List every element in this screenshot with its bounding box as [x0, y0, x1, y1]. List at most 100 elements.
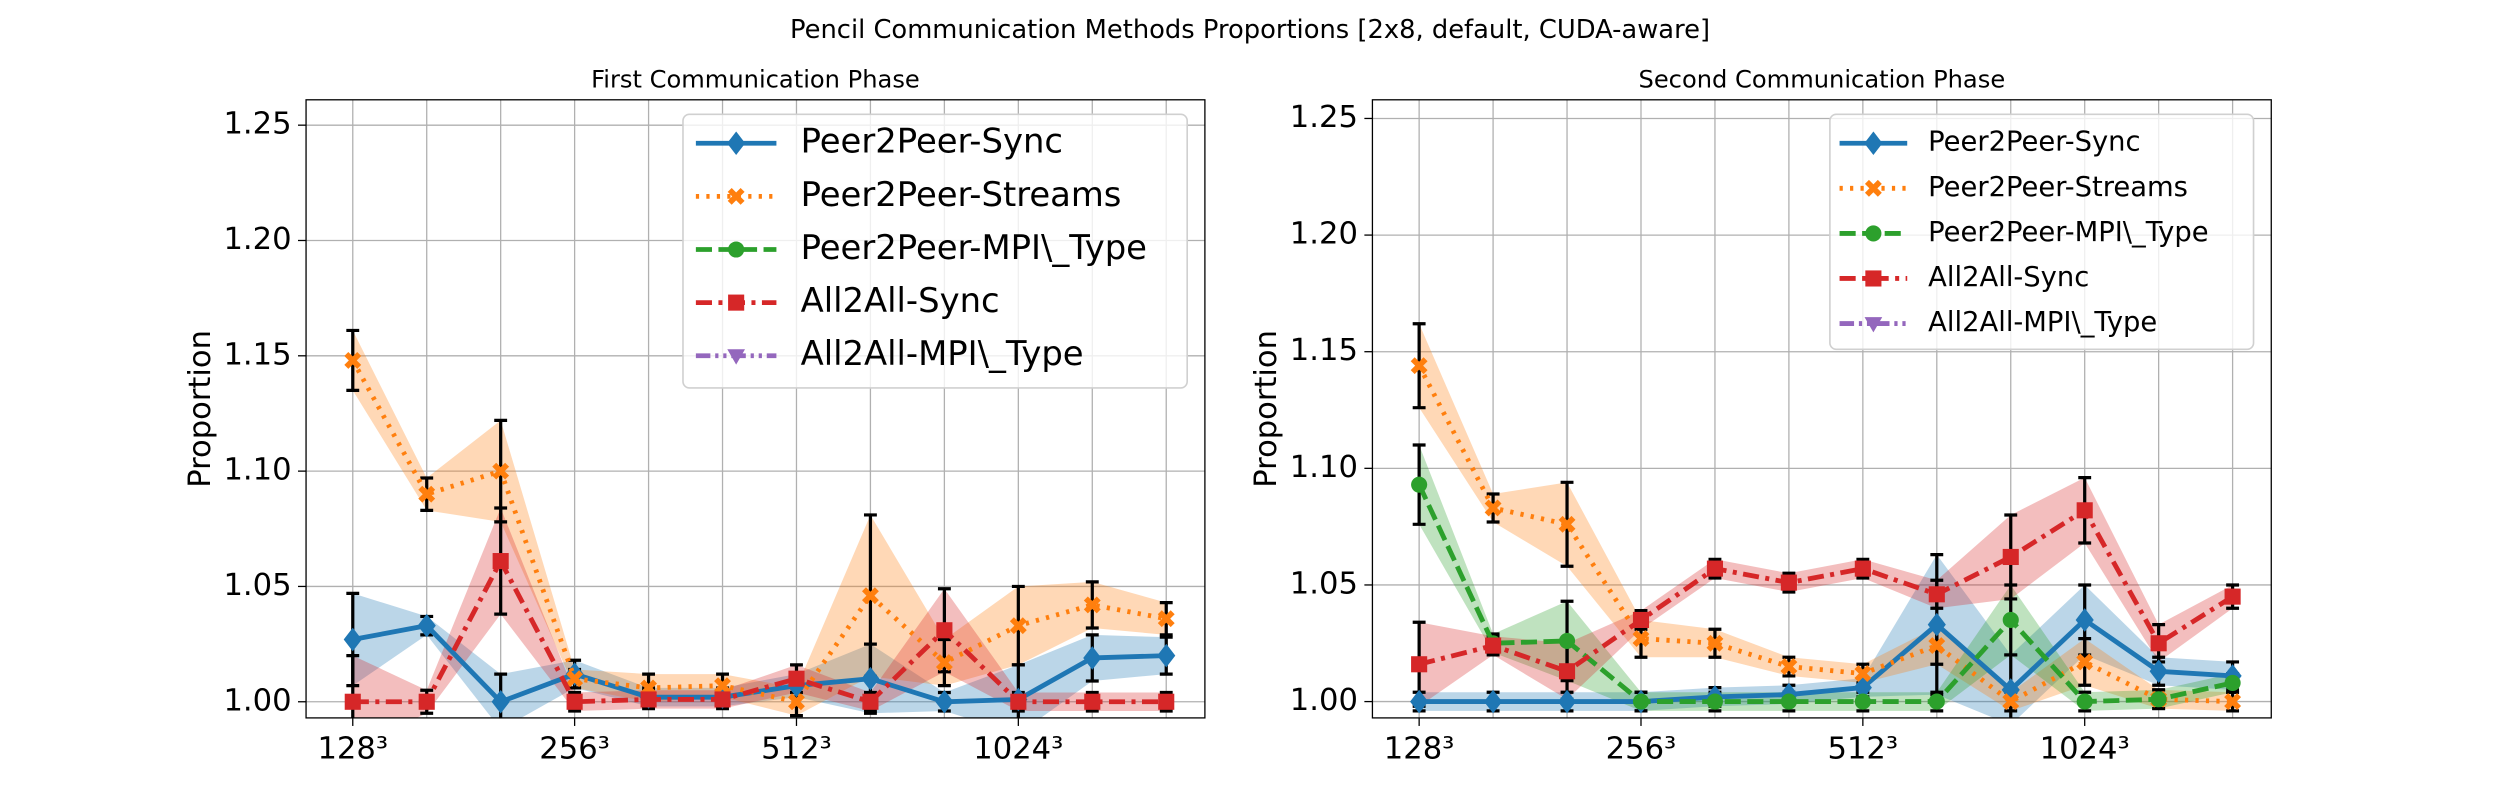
marker — [1865, 225, 1882, 242]
marker — [1158, 693, 1175, 710]
error-band — [1419, 477, 2233, 707]
plot-area — [1410, 322, 2242, 718]
marker — [1558, 632, 1576, 649]
marker — [1632, 693, 1650, 710]
x-tick-label: 128³ — [317, 732, 388, 767]
marker — [936, 622, 953, 639]
y-tick-label: 1.15 — [1290, 333, 1358, 368]
legend-box — [1829, 113, 2255, 351]
marker — [788, 670, 805, 687]
series-line — [352, 623, 1167, 705]
legend: Peer2Peer-Sync Peer2Peer-Streams Peer2Peer… — [682, 113, 1188, 389]
y-axis-label: Proportion — [1249, 330, 1284, 488]
legend-label: Peer2Peer-Sync — [1928, 127, 2140, 158]
error-band — [1419, 554, 2233, 718]
y-tick-label: 1.25 — [1290, 100, 1358, 135]
marker — [1706, 693, 1723, 710]
marker — [1928, 693, 1945, 710]
x-tick-label: 256³ — [539, 732, 610, 767]
marker — [2076, 693, 2093, 710]
error-band — [352, 330, 1167, 716]
marker — [2002, 611, 2019, 628]
marker — [714, 691, 731, 708]
marker — [1558, 663, 1576, 680]
marker — [1010, 693, 1027, 710]
legend-label: Peer2Peer-Sync — [801, 122, 1063, 161]
legend-box — [682, 113, 1188, 389]
legend-label: All2All-Sync — [1928, 262, 2089, 293]
marker — [862, 693, 879, 710]
marker — [788, 693, 805, 711]
marker — [1157, 643, 1176, 668]
marker — [1411, 476, 1428, 493]
marker — [935, 689, 954, 714]
marker — [1706, 634, 1724, 652]
marker — [343, 627, 362, 652]
marker — [1410, 357, 1428, 375]
marker — [861, 666, 880, 691]
marker — [861, 587, 879, 605]
error-band — [1419, 445, 2233, 711]
y-tick-label: 1.00 — [223, 683, 291, 718]
x-tick-label: 128³ — [1384, 732, 1455, 767]
marker — [344, 693, 361, 710]
plot-area — [343, 328, 1176, 718]
marker — [714, 677, 731, 695]
marker — [1484, 499, 1502, 517]
legend-label: All2All-Sync — [801, 281, 1000, 320]
series-line — [1418, 506, 2234, 674]
marker — [2002, 548, 2019, 566]
marker — [1557, 689, 1577, 714]
subplot: 1.00 1.05 1.10 1.15 1.20 1.25 128³ 256³ 512³ 1024… — [183, 65, 1206, 767]
marker — [1780, 574, 1797, 591]
marker — [935, 654, 953, 671]
marker — [566, 693, 583, 710]
marker — [2002, 693, 2020, 711]
marker — [344, 351, 362, 369]
marker — [727, 131, 746, 156]
marker — [2150, 691, 2167, 708]
marker — [1928, 586, 1945, 603]
marker — [1854, 665, 1872, 683]
marker — [418, 485, 436, 503]
marker — [727, 187, 745, 205]
marker — [2075, 608, 2094, 632]
marker — [2076, 502, 2093, 519]
legend: Peer2Peer-Sync Peer2Peer-Streams Peer2Peer… — [1829, 113, 2255, 351]
y-tick-label: 1.05 — [223, 568, 291, 603]
marker — [728, 241, 745, 258]
x-tick-label: 512³ — [1828, 732, 1899, 767]
x-tick-label: 1024³ — [973, 732, 1063, 767]
figure-title: Pencil Communication Methods Proportions… — [790, 15, 1710, 45]
y-tick-label: 1.20 — [1290, 217, 1358, 252]
marker — [1157, 610, 1175, 628]
y-tick-label: 1.10 — [223, 453, 291, 488]
y-tick-label: 1.00 — [1290, 683, 1358, 718]
series-line — [352, 555, 1167, 705]
series-line — [1419, 616, 2233, 704]
marker — [2224, 588, 2241, 605]
axes-frame — [1371, 99, 2272, 719]
error-band — [352, 593, 1167, 718]
marker — [1706, 560, 1723, 577]
marker — [1864, 131, 1883, 156]
y-tick-label: 1.15 — [223, 337, 291, 372]
marker — [492, 462, 510, 480]
y-tick-label: 1.20 — [223, 222, 291, 257]
legend-label: All2All-MPI\_Type — [1928, 307, 2157, 338]
legend-label: Peer2Peer-Streams — [1928, 172, 2188, 203]
marker — [491, 689, 510, 714]
marker — [1083, 646, 1102, 670]
marker — [1865, 270, 1882, 287]
y-tick-label: 1.10 — [1290, 450, 1358, 485]
marker — [2224, 674, 2241, 691]
marker — [1410, 689, 1429, 714]
legend-label: All2All-MPI\_Type — [801, 334, 1084, 373]
series-line — [1416, 483, 2234, 705]
x-tick-label: 512³ — [761, 732, 832, 767]
error-band — [352, 508, 1167, 718]
legend-label: Peer2Peer-Streams — [801, 175, 1122, 214]
axes-frame — [305, 99, 1206, 719]
